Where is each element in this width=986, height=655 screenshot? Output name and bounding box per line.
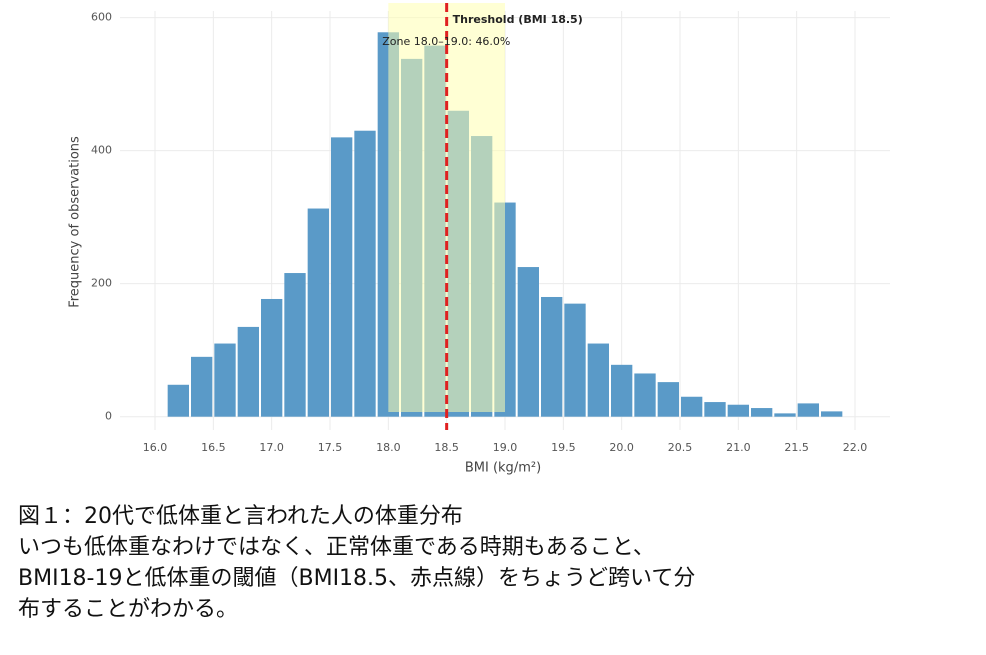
caption-line: いつも低体重なわけではなく、正常体重である時期もあること、 [18, 535, 655, 560]
bar [517, 267, 539, 417]
y-tick-label: 600 [91, 11, 112, 24]
x-tick-label: 18.0 [376, 441, 401, 454]
x-axis-label: BMI (kg/m²) [465, 461, 541, 476]
bar [774, 413, 796, 417]
x-tick-label: 18.5 [434, 441, 459, 454]
y-tick-label: 0 [105, 410, 112, 423]
bar [611, 364, 633, 417]
bar [634, 373, 656, 417]
bar [191, 356, 213, 417]
bar [751, 408, 773, 417]
bar [237, 326, 259, 417]
bar [681, 396, 703, 417]
bar [354, 130, 376, 417]
x-tick-label: 20.5 [668, 441, 693, 454]
bar [307, 208, 329, 417]
caption-line: 布することがわかる。 [18, 597, 238, 622]
bar [284, 273, 306, 417]
bar [797, 403, 819, 417]
x-tick-label: 16.0 [143, 441, 168, 454]
bar [727, 404, 749, 417]
x-tick-label: 16.5 [201, 441, 226, 454]
bar [821, 411, 843, 417]
x-tick-label: 19.0 [493, 441, 518, 454]
bar [261, 298, 283, 417]
bar [587, 343, 609, 417]
caption-line: 図１：20代で低体重と言われた人の体重分布 [18, 504, 463, 529]
x-tick-label: 19.5 [551, 441, 576, 454]
bar [704, 402, 726, 417]
bar [214, 343, 236, 417]
bar [564, 303, 586, 417]
x-tick-label: 21.5 [784, 441, 809, 454]
threshold-label: Threshold (BMI 18.5) [453, 13, 583, 26]
bar [331, 137, 353, 417]
x-tick-label: 20.0 [609, 441, 634, 454]
zone-label: Zone 18.0–19.0: 46.0% [382, 35, 510, 48]
caption-line: BMI18-19と低体重の閾値（BMI18.5、赤点線）をちょうど跨いて分 [18, 566, 695, 591]
x-tick-label: 17.5 [318, 441, 343, 454]
x-tick-label: 22.0 [843, 441, 868, 454]
bar [541, 296, 563, 417]
y-tick-label: 200 [91, 277, 112, 290]
bar [657, 382, 679, 417]
y-tick-label: 400 [91, 144, 112, 157]
x-tick-label: 17.0 [259, 441, 284, 454]
x-tick-label: 21.0 [726, 441, 751, 454]
y-axis-label: Frequency of observations [68, 136, 83, 308]
bar [167, 384, 189, 417]
